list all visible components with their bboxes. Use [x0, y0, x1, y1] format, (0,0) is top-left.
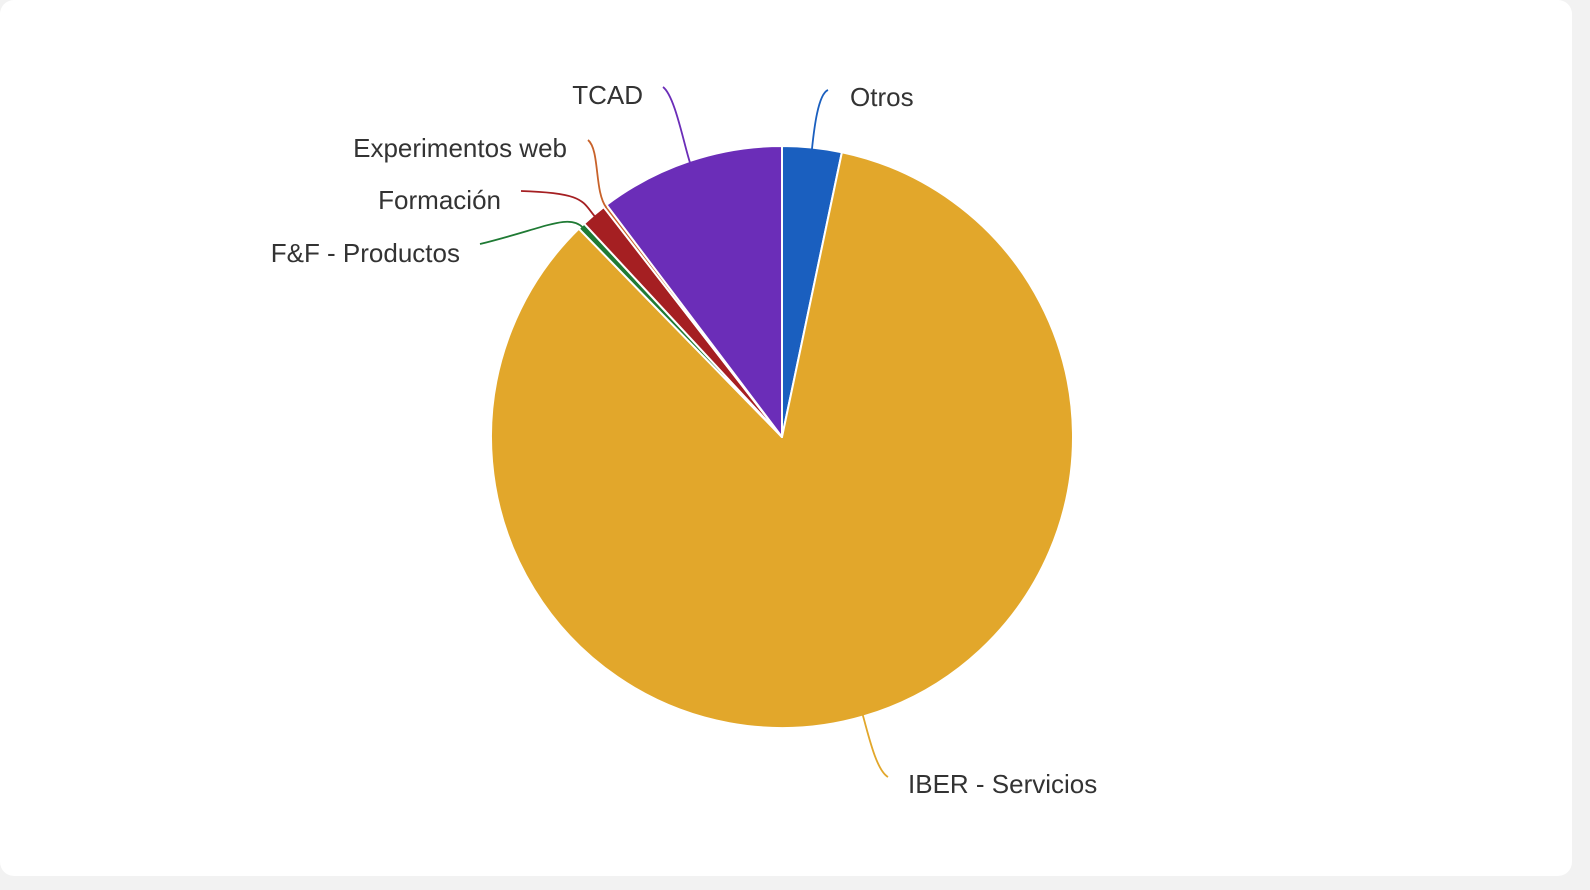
slice-label-experimentos-web: Experimentos web	[353, 133, 567, 163]
leader-line-otros	[811, 89, 829, 150]
slice-labels: Otros IBER - Servicios F&F - Productos F…	[271, 80, 1098, 799]
slice-label-iber-servicios: IBER - Servicios	[908, 769, 1097, 799]
slice-label-tcad: TCAD	[572, 80, 643, 110]
slice-label-ff-productos: F&F - Productos	[271, 238, 460, 268]
leader-line-experimentos-web	[587, 139, 608, 209]
leader-line-formacion	[520, 190, 596, 218]
leader-line-iber-servicios	[861, 714, 889, 778]
leader-line-f-f-productos	[479, 220, 584, 245]
slice-label-otros: Otros	[850, 82, 914, 112]
chart-card: Otros IBER - Servicios F&F - Productos F…	[0, 0, 1572, 876]
leader-lines	[479, 86, 889, 778]
pie-slices	[490, 145, 1074, 729]
leader-line-tcad	[662, 86, 691, 164]
slice-label-formacion: Formación	[378, 185, 501, 215]
